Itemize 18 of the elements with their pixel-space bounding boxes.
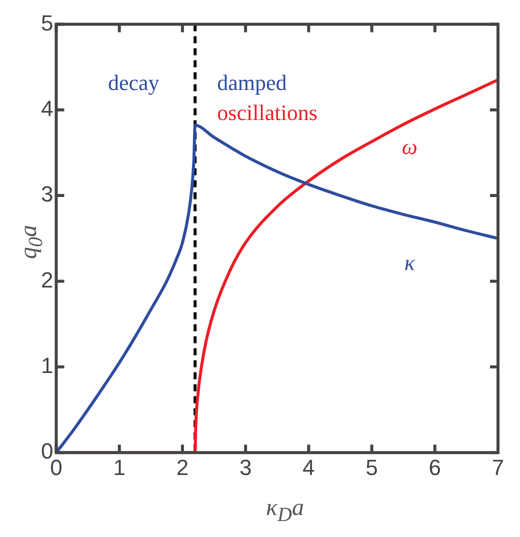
x-tick-label: 3 — [239, 454, 252, 480]
annotation: damped — [217, 70, 287, 95]
x-tick-label: 1 — [113, 454, 126, 480]
x-tick-label: 7 — [492, 454, 504, 480]
annotation: oscillations — [217, 100, 318, 125]
x-tick-label: 5 — [366, 454, 378, 480]
y-tick-label: 1 — [40, 352, 54, 378]
y-tick-label: 3 — [40, 182, 54, 207]
x-tick-label: 4 — [302, 454, 315, 480]
annotation: decay — [108, 70, 160, 95]
y-tick-label: 4 — [40, 96, 54, 121]
x-tick-label: 2 — [176, 454, 189, 480]
y-tick-label: 5 — [40, 10, 54, 36]
x-axis-title: κ$_{D}$a — [265, 495, 305, 527]
series-label: ω — [402, 134, 418, 160]
y-tick-label: 2 — [40, 267, 54, 292]
x-tick-label: 6 — [428, 454, 442, 480]
series-label: κ — [404, 250, 416, 275]
